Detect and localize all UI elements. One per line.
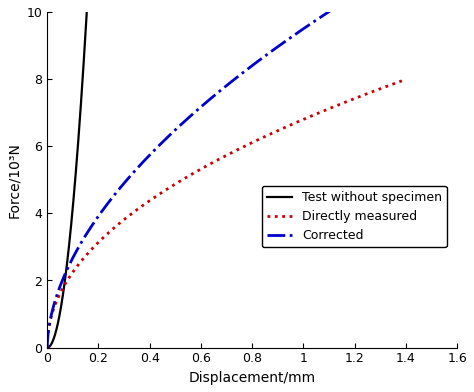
Directly measured (341, 100, 347, 105)
Test without specimen (75, 136, 81, 141)
Directly measured (280, 126, 285, 131)
Corrected (138, 162, 144, 166)
Test without specimen (56, 314, 62, 319)
Line: Directly measured: Directly measured (47, 79, 406, 348)
Test without specimen (84, 10, 90, 15)
Directly measured (403, 77, 409, 82)
Test without specimen (81, 63, 86, 68)
Directly measured (45, 345, 50, 350)
Directly measured (174, 180, 180, 185)
Directly measured (148, 198, 154, 202)
Test without specimen (46, 345, 51, 350)
Corrected (163, 137, 168, 142)
Directly measured (275, 128, 281, 133)
Corrected (258, 57, 264, 62)
Corrected (314, 18, 319, 22)
Corrected (125, 177, 130, 181)
Y-axis label: Force/10³N: Force/10³N (7, 142, 21, 218)
Directly measured (133, 208, 139, 213)
Line: Test without specimen: Test without specimen (47, 12, 87, 348)
Test without specimen (45, 345, 50, 350)
X-axis label: Displacement/mm: Displacement/mm (189, 371, 316, 385)
Line: Corrected: Corrected (47, 0, 373, 348)
Corrected (45, 345, 50, 350)
Test without specimen (46, 345, 52, 349)
Corrected (254, 60, 259, 65)
Legend: Test without specimen, Directly measured, Corrected: Test without specimen, Directly measured… (262, 186, 447, 247)
Test without specimen (53, 331, 58, 336)
